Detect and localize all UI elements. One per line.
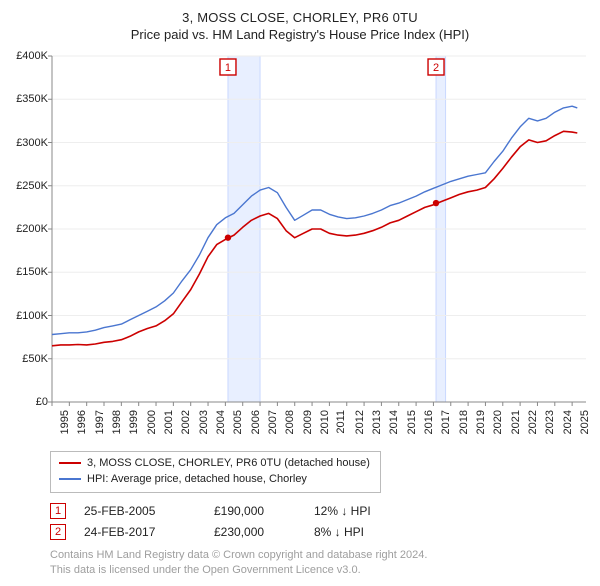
transaction-marker: 1 bbox=[50, 503, 66, 519]
transaction-date: 24-FEB-2017 bbox=[84, 525, 214, 539]
footnote-line2: This data is licensed under the Open Gov… bbox=[50, 563, 590, 578]
transactions-table: 1 25-FEB-2005£190,00012% ↓ HPI 2 24-FEB-201… bbox=[50, 503, 590, 540]
y-axis-label: £100K bbox=[10, 310, 48, 322]
transaction-row: 2 24-FEB-2017£230,0008% ↓ HPI bbox=[50, 524, 590, 540]
chart-title-line1: 3, MOSS CLOSE, CHORLEY, PR6 0TU bbox=[10, 10, 590, 25]
x-axis-label: 2025 bbox=[579, 410, 600, 434]
y-axis-label: £350K bbox=[10, 93, 48, 105]
svg-text:1: 1 bbox=[225, 62, 231, 74]
chart-legend: 3, MOSS CLOSE, CHORLEY, PR6 0TU (detache… bbox=[50, 451, 381, 493]
transaction-date: 25-FEB-2005 bbox=[84, 504, 214, 518]
legend-item: HPI: Average price, detached house, Chor… bbox=[59, 472, 370, 488]
legend-swatch bbox=[59, 462, 81, 464]
transaction-marker: 2 bbox=[50, 524, 66, 540]
y-axis-label: £200K bbox=[10, 223, 48, 235]
y-axis-label: £250K bbox=[10, 180, 48, 192]
y-axis-label: £400K bbox=[10, 50, 48, 62]
legend-label: HPI: Average price, detached house, Chor… bbox=[87, 473, 307, 485]
data-attribution: Contains HM Land Registry data © Crown c… bbox=[50, 548, 590, 578]
y-axis-label: £50K bbox=[10, 353, 48, 365]
transaction-price: £230,000 bbox=[214, 525, 314, 539]
transaction-hpi-delta: 8% ↓ HPI bbox=[314, 525, 424, 539]
transaction-price: £190,000 bbox=[214, 504, 314, 518]
chart-title-line2: Price paid vs. HM Land Registry's House … bbox=[10, 27, 590, 42]
transaction-hpi-delta: 12% ↓ HPI bbox=[314, 504, 424, 518]
y-axis-label: £0 bbox=[10, 396, 48, 408]
chart-container: 12 £0£50K£100K£150K£200K£250K£300K£350K£… bbox=[10, 50, 590, 445]
y-axis-label: £150K bbox=[10, 266, 48, 278]
price-vs-hpi-chart: 12 bbox=[10, 50, 590, 445]
svg-text:2: 2 bbox=[433, 62, 439, 74]
legend-label: 3, MOSS CLOSE, CHORLEY, PR6 0TU (detache… bbox=[87, 457, 370, 469]
y-axis-label: £300K bbox=[10, 137, 48, 149]
legend-item: 3, MOSS CLOSE, CHORLEY, PR6 0TU (detache… bbox=[59, 456, 370, 472]
transaction-row: 1 25-FEB-2005£190,00012% ↓ HPI bbox=[50, 503, 590, 519]
legend-swatch bbox=[59, 478, 81, 480]
footnote-line1: Contains HM Land Registry data © Crown c… bbox=[50, 548, 590, 563]
